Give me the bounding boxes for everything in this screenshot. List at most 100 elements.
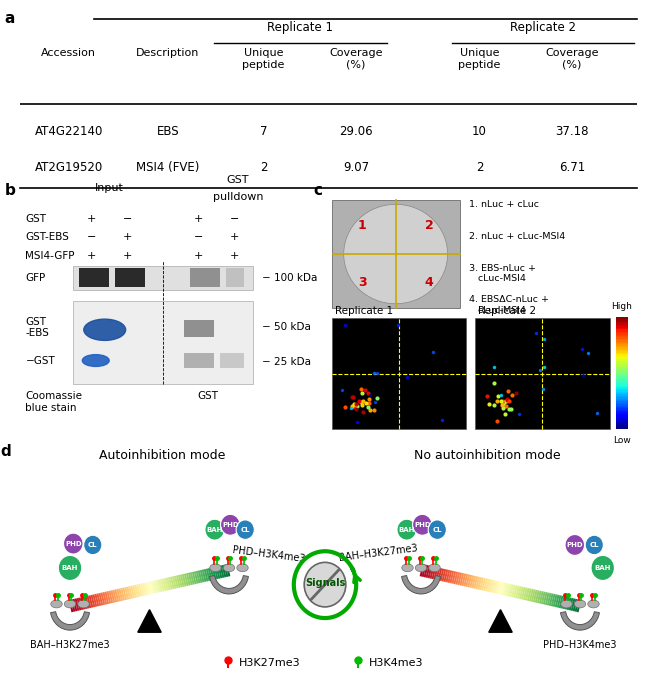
FancyBboxPatch shape <box>616 356 628 358</box>
Text: +: + <box>194 251 203 262</box>
Text: No autoinhibition mode: No autoinhibition mode <box>414 449 561 462</box>
Text: −: − <box>86 232 96 242</box>
Text: PHD: PHD <box>222 522 239 528</box>
FancyBboxPatch shape <box>616 388 628 390</box>
FancyBboxPatch shape <box>616 383 628 385</box>
Text: −: − <box>194 232 203 242</box>
Text: GST-EBS: GST-EBS <box>25 232 70 242</box>
Text: 10: 10 <box>472 125 487 138</box>
Text: H3K27me3: H3K27me3 <box>239 658 301 668</box>
Text: Replicate 2: Replicate 2 <box>478 306 536 315</box>
Text: Autoinhibition mode: Autoinhibition mode <box>99 449 226 462</box>
FancyBboxPatch shape <box>616 354 628 356</box>
FancyBboxPatch shape <box>616 366 628 368</box>
Text: MSI4-GFP: MSI4-GFP <box>25 251 75 262</box>
Circle shape <box>565 535 584 555</box>
FancyBboxPatch shape <box>616 349 628 351</box>
Ellipse shape <box>83 355 109 366</box>
Text: GST: GST <box>226 175 249 185</box>
FancyBboxPatch shape <box>616 351 628 353</box>
FancyBboxPatch shape <box>616 370 628 372</box>
FancyBboxPatch shape <box>616 404 628 406</box>
FancyBboxPatch shape <box>616 358 628 360</box>
Text: pulldown: pulldown <box>213 192 263 202</box>
FancyBboxPatch shape <box>616 416 628 418</box>
FancyBboxPatch shape <box>616 402 628 404</box>
FancyBboxPatch shape <box>616 391 628 393</box>
Text: PHD: PHD <box>414 522 431 528</box>
FancyBboxPatch shape <box>616 330 628 332</box>
FancyBboxPatch shape <box>616 418 628 420</box>
FancyBboxPatch shape <box>616 355 628 357</box>
FancyBboxPatch shape <box>616 326 628 328</box>
FancyBboxPatch shape <box>616 333 628 335</box>
FancyBboxPatch shape <box>616 347 628 349</box>
Text: 1. nLuc + cLuc: 1. nLuc + cLuc <box>469 200 539 209</box>
Ellipse shape <box>210 564 221 571</box>
FancyBboxPatch shape <box>616 361 628 363</box>
Text: 3. EBS-nLuc +
   cLuc-MSI4: 3. EBS-nLuc + cLuc-MSI4 <box>469 264 536 283</box>
Text: BAH: BAH <box>595 565 611 571</box>
FancyBboxPatch shape <box>616 419 628 421</box>
Text: AT2G19520: AT2G19520 <box>35 161 103 174</box>
Text: PHD: PHD <box>65 541 82 546</box>
Ellipse shape <box>402 564 413 571</box>
Text: CL: CL <box>590 542 599 548</box>
Text: GST
-EBS: GST -EBS <box>25 317 49 338</box>
Text: 4. EBSΔC-nLuc +
   cLuc-MSI4: 4. EBSΔC-nLuc + cLuc-MSI4 <box>469 295 549 315</box>
FancyBboxPatch shape <box>616 427 628 429</box>
FancyBboxPatch shape <box>616 335 628 338</box>
FancyBboxPatch shape <box>616 384 628 386</box>
Circle shape <box>304 562 346 607</box>
Text: Unique
peptide: Unique peptide <box>458 48 501 70</box>
FancyBboxPatch shape <box>616 426 628 428</box>
FancyBboxPatch shape <box>616 415 628 417</box>
Text: a: a <box>4 10 14 26</box>
Text: −: − <box>122 214 132 223</box>
FancyBboxPatch shape <box>616 405 628 407</box>
Circle shape <box>236 520 254 539</box>
Text: 2: 2 <box>425 219 434 232</box>
Text: Signals: Signals <box>305 578 345 588</box>
Text: BAH–H3K27me3: BAH–H3K27me3 <box>30 640 110 649</box>
Text: −GST: −GST <box>25 356 55 365</box>
Text: +: + <box>122 251 132 262</box>
Text: +: + <box>230 251 239 262</box>
Text: Replicate 2: Replicate 2 <box>510 21 575 33</box>
Circle shape <box>220 514 240 535</box>
FancyBboxPatch shape <box>616 324 628 326</box>
FancyBboxPatch shape <box>616 401 628 403</box>
Text: 2: 2 <box>476 161 484 174</box>
Text: EBS: EBS <box>157 125 179 138</box>
Polygon shape <box>138 610 161 632</box>
Text: Description: Description <box>136 48 200 58</box>
Text: Input: Input <box>95 182 124 193</box>
Circle shape <box>591 555 614 580</box>
FancyBboxPatch shape <box>616 334 628 336</box>
Text: Coverage
(%): Coverage (%) <box>330 48 383 70</box>
FancyBboxPatch shape <box>616 320 628 322</box>
Ellipse shape <box>561 600 572 608</box>
FancyBboxPatch shape <box>616 342 628 345</box>
FancyBboxPatch shape <box>616 317 628 319</box>
FancyBboxPatch shape <box>616 387 628 389</box>
Text: Coomassie
blue stain: Coomassie blue stain <box>25 391 83 413</box>
Text: PHD–H3K4me3: PHD–H3K4me3 <box>543 640 617 649</box>
Text: b: b <box>5 183 16 198</box>
FancyBboxPatch shape <box>616 373 628 375</box>
Text: High: High <box>611 302 632 311</box>
Ellipse shape <box>78 600 89 608</box>
FancyBboxPatch shape <box>190 268 220 287</box>
FancyBboxPatch shape <box>616 367 628 370</box>
Text: AT4G22140: AT4G22140 <box>34 125 103 138</box>
Text: 4: 4 <box>425 276 434 289</box>
FancyBboxPatch shape <box>616 369 628 371</box>
FancyBboxPatch shape <box>616 345 628 347</box>
FancyBboxPatch shape <box>616 408 628 410</box>
Text: CL: CL <box>88 542 97 548</box>
Text: c: c <box>313 183 322 198</box>
Text: BAH: BAH <box>207 527 223 532</box>
Text: 29.06: 29.06 <box>339 125 373 138</box>
FancyBboxPatch shape <box>616 344 628 346</box>
FancyBboxPatch shape <box>616 341 628 343</box>
